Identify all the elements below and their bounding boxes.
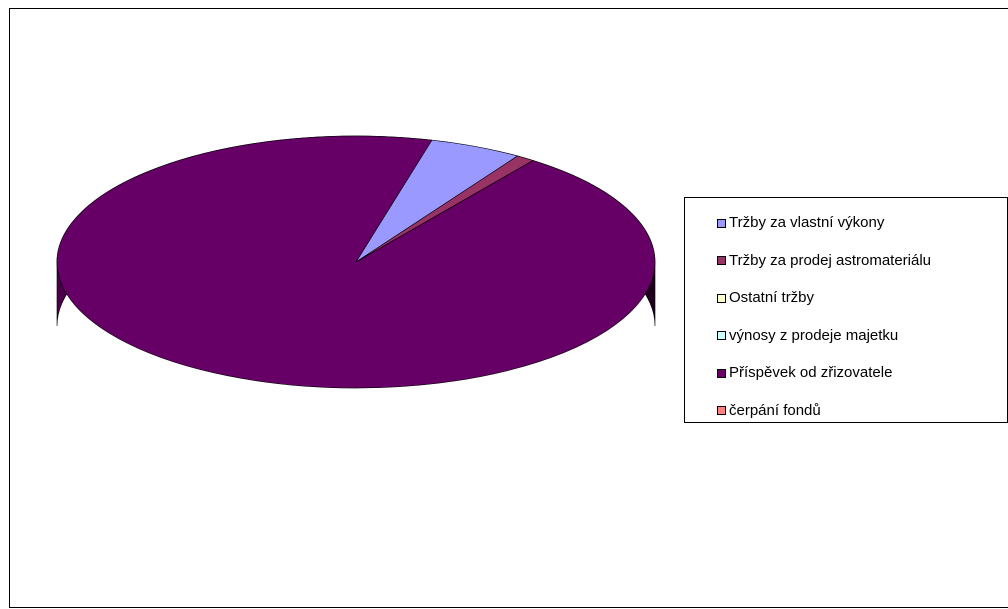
- legend-item: Tržby za vlastní výkony: [717, 213, 884, 233]
- chart-area: Tržby za vlastní výkony Tržby za prodej a…: [9, 8, 1008, 608]
- legend-label: Příspěvek od zřizovatele: [729, 364, 893, 381]
- legend-label: Ostatní tržby: [729, 289, 815, 306]
- pie-top-face: [56, 135, 656, 389]
- legend-swatch: [717, 368, 726, 378]
- legend-label: výnosy z prodeje majetku: [729, 326, 899, 344]
- legend-label: čerpání fondů: [729, 401, 821, 419]
- legend: Tržby za vlastní výkony Tržby za prodej a…: [684, 197, 1008, 423]
- legend-item: Tržby za prodej astromateriálu: [717, 251, 931, 271]
- legend-swatch: [717, 218, 726, 228]
- legend-swatch: [717, 256, 726, 265]
- legend-swatch: [717, 331, 726, 340]
- legend-item: Příspěvek od zřizovatele: [717, 363, 892, 383]
- legend-item: čerpání fondů: [717, 401, 821, 421]
- legend-item: Ostatní tržby: [717, 288, 814, 308]
- legend-label: Tržby za vlastní výkony: [729, 214, 885, 231]
- legend-item: výnosy z prodeje majetku: [717, 326, 898, 346]
- legend-swatch: [717, 406, 726, 415]
- legend-label: Tržby za prodej astromateriálu: [729, 251, 932, 269]
- pie-chart: [56, 135, 656, 389]
- pie-slice: [56, 135, 656, 389]
- legend-swatch: [717, 293, 726, 303]
